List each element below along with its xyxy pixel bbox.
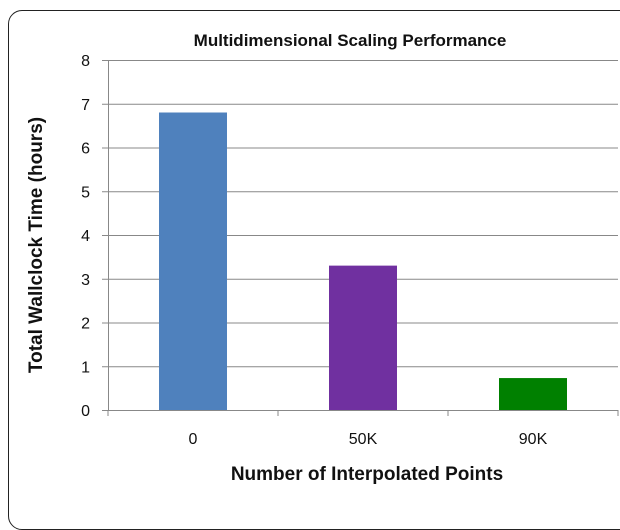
y-tick-label: 1 bbox=[81, 359, 90, 376]
y-tick-label: 0 bbox=[81, 403, 90, 420]
bar-50k bbox=[329, 265, 397, 410]
y-axis-title: Total Wallclock Time (hours) bbox=[26, 117, 47, 373]
y-tick-label: 8 bbox=[81, 53, 90, 70]
y-tick-labels: 0 1 2 3 4 5 6 7 8 bbox=[81, 53, 90, 420]
y-tick-label: 6 bbox=[81, 141, 90, 158]
x-tick-label: 90K bbox=[519, 431, 548, 448]
bar-90k bbox=[499, 378, 567, 410]
x-axis-title: Number of Interpolated Points bbox=[231, 464, 503, 485]
bars bbox=[159, 112, 567, 410]
y-tick-label: 5 bbox=[81, 184, 90, 201]
y-tick-label: 7 bbox=[81, 97, 90, 114]
x-tick-labels: 0 50K 90K bbox=[107, 410, 619, 448]
y-tick-label: 4 bbox=[81, 228, 90, 245]
bar-0 bbox=[159, 112, 227, 410]
bar-chart: Multidimensional Scaling Performance 0 1 2… bbox=[26, 31, 619, 485]
y-tick-label: 3 bbox=[81, 272, 90, 289]
x-tick-label: 0 bbox=[189, 431, 198, 448]
y-tick-label: 2 bbox=[81, 316, 90, 333]
chart-title: Multidimensional Scaling Performance bbox=[194, 31, 507, 50]
x-tick-label: 50K bbox=[349, 431, 378, 448]
